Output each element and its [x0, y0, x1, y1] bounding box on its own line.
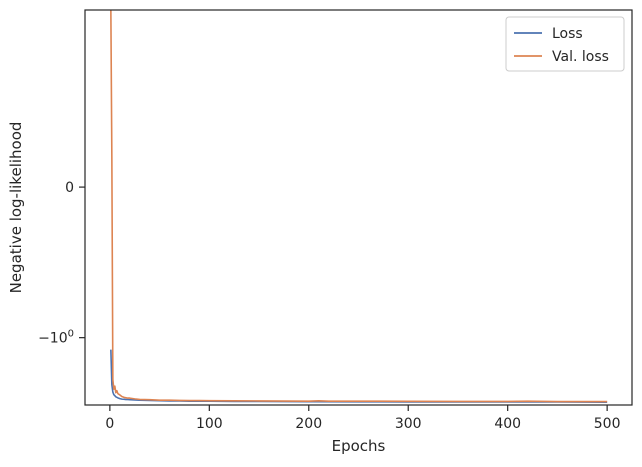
series-line-loss	[110, 349, 608, 403]
x-tick-label: 0	[105, 416, 114, 432]
legend-entry-label: Val. loss	[552, 49, 609, 65]
y-tick-label: −100	[38, 329, 74, 347]
y-axis-label: Negative log-likelihood	[7, 122, 25, 294]
axes-frame	[84, 9, 633, 406]
legend: Loss Val. loss	[505, 16, 625, 72]
x-tick-label: 100	[196, 416, 223, 432]
axis-ticks: 0 100 200 300 400 500 0 −100	[38, 180, 620, 432]
y-tick-label: 0	[65, 180, 74, 196]
plot-area	[84, 9, 633, 406]
legend-entry-label: Loss	[552, 26, 583, 42]
legend-box	[505, 16, 625, 72]
series-line-val-loss	[110, 9, 608, 403]
x-tick-label: 400	[494, 416, 521, 432]
x-axis-label: Epochs	[332, 437, 386, 455]
x-tick-label: 200	[295, 416, 322, 432]
x-tick-label: 500	[594, 416, 621, 432]
x-tick-label: 300	[395, 416, 422, 432]
